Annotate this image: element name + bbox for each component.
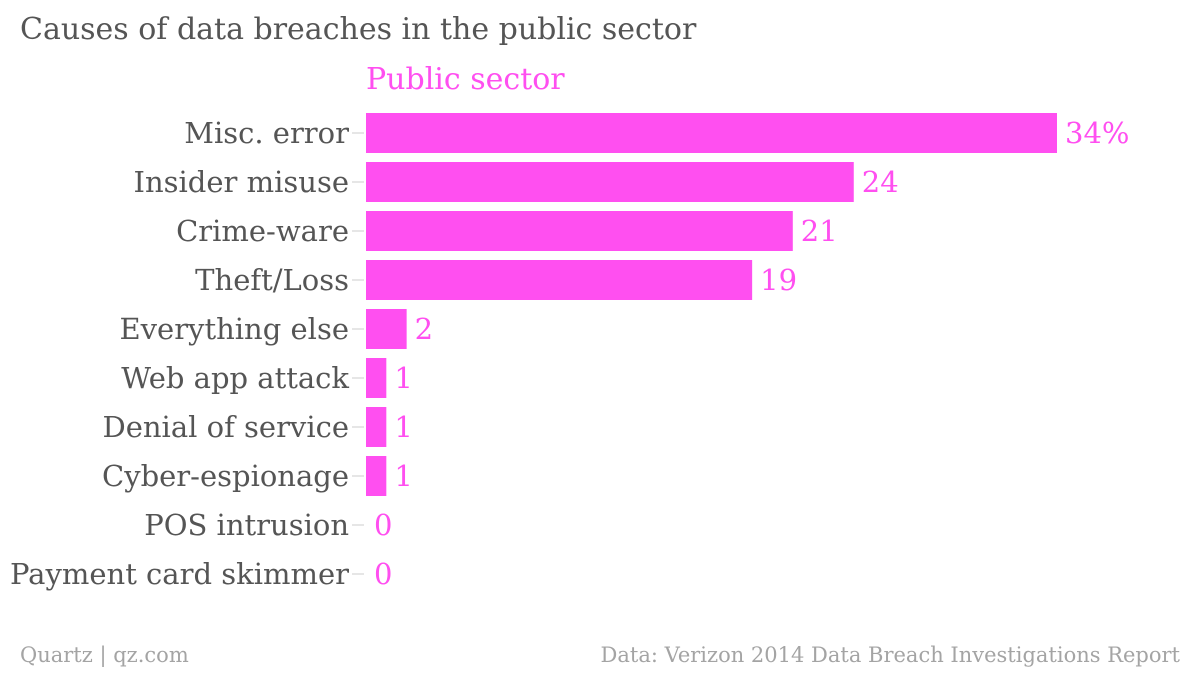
value-label: 2 (415, 312, 433, 346)
category-label: Insider misuse (134, 165, 349, 199)
category-label: Denial of service (102, 410, 349, 444)
bar (366, 407, 387, 447)
value-label: 19 (760, 263, 797, 297)
bar (366, 309, 407, 349)
category-label: Crime-ware (176, 214, 349, 248)
value-label: 1 (394, 410, 412, 444)
value-label: 1 (394, 459, 412, 493)
value-label: 34% (1065, 116, 1129, 150)
bar (366, 162, 854, 202)
bar (366, 211, 793, 251)
value-label: 0 (374, 508, 392, 542)
bar (366, 113, 1057, 153)
value-label: 1 (394, 361, 412, 395)
series-label: Public sector (366, 62, 565, 97)
footer-source-left: Quartz | qz.com (20, 643, 189, 667)
category-label: POS intrusion (144, 508, 349, 542)
footer-source-right: Data: Verizon 2014 Data Breach Investiga… (600, 643, 1180, 667)
category-label: Theft/Loss (195, 263, 349, 297)
category-label: Web app attack (121, 361, 349, 395)
category-label: Cyber-espionage (102, 459, 349, 493)
value-label: 21 (801, 214, 838, 248)
category-label: Everything else (119, 312, 349, 346)
bar (366, 260, 753, 300)
category-label: Misc. error (184, 116, 349, 150)
chart-title: Causes of data breaches in the public se… (20, 12, 697, 47)
value-label: 24 (862, 165, 899, 199)
bar (366, 456, 387, 496)
bar (366, 358, 387, 398)
category-label: Payment card skimmer (10, 557, 349, 591)
value-label: 0 (374, 557, 392, 591)
